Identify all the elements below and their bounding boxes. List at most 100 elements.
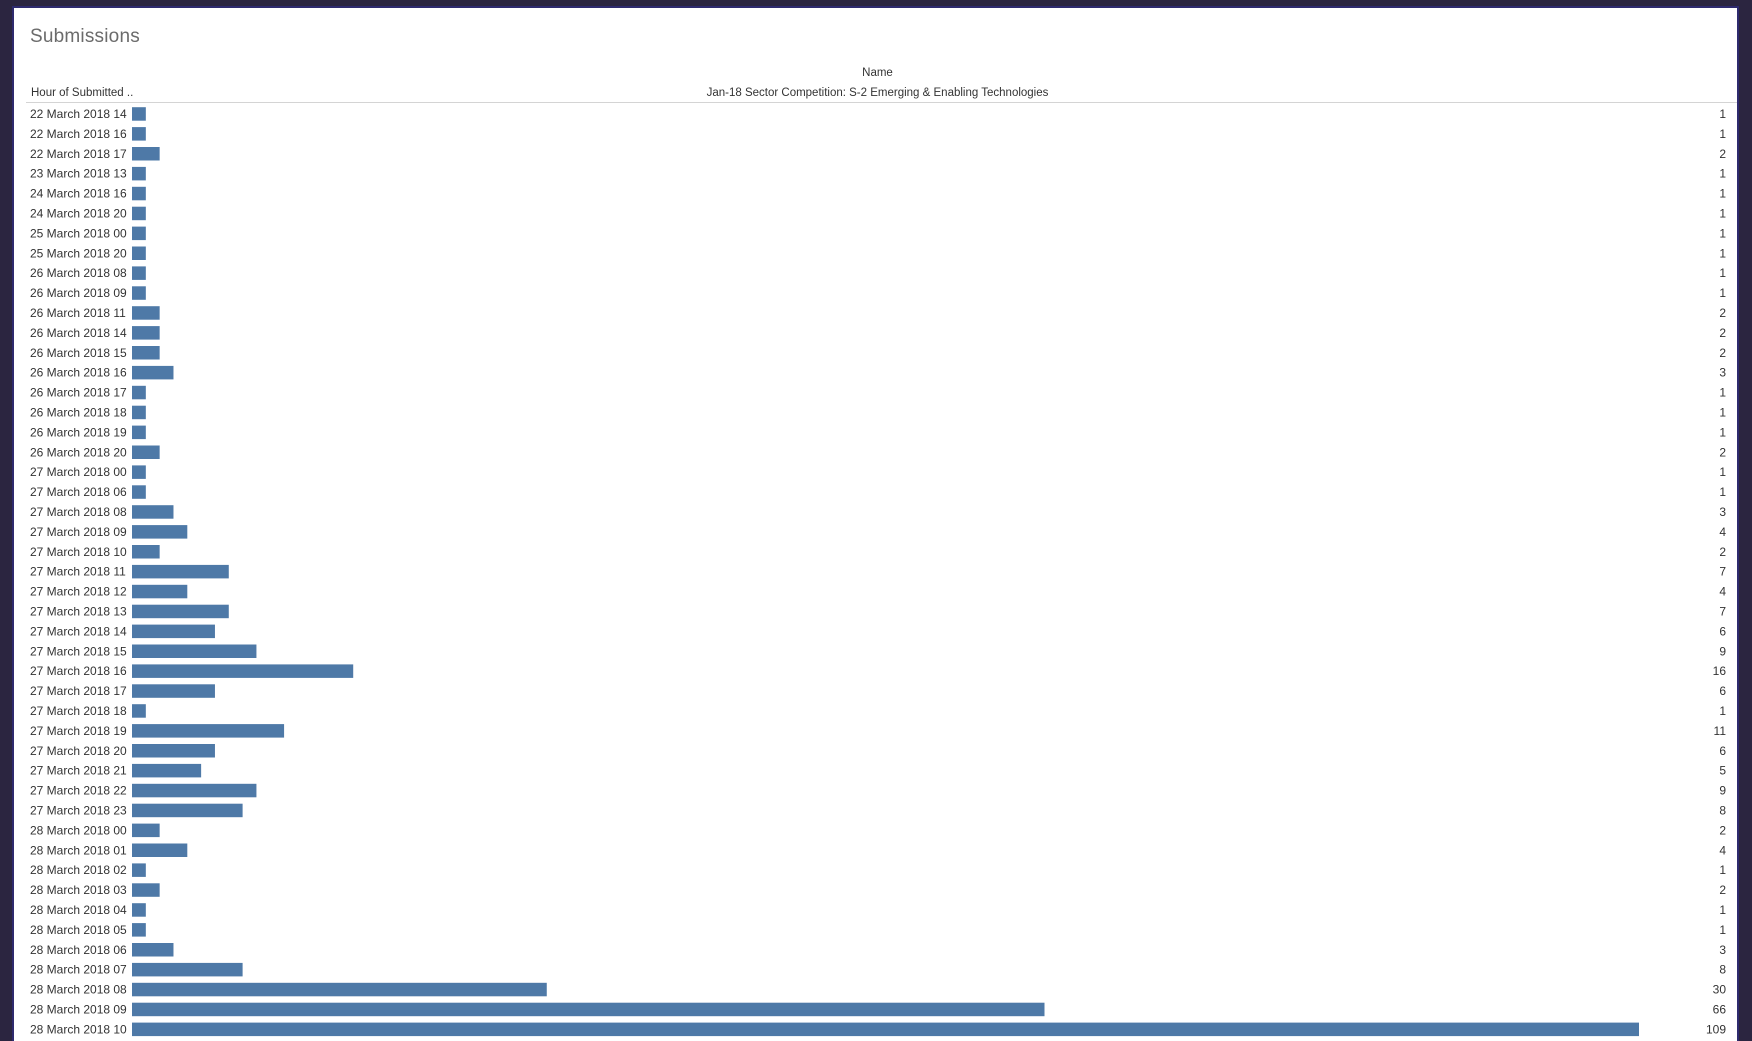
bar[interactable] xyxy=(132,346,160,360)
value-label: 1 xyxy=(1719,266,1726,280)
value-label: 3 xyxy=(1719,505,1726,519)
value-label: 1 xyxy=(1719,187,1726,201)
bar[interactable] xyxy=(132,266,146,280)
row-label: 24 March 2018 16 xyxy=(30,187,127,201)
bar[interactable] xyxy=(132,385,146,400)
value-label: 1 xyxy=(1719,127,1726,141)
bar[interactable] xyxy=(132,505,174,519)
bar[interactable] xyxy=(132,246,146,261)
bar[interactable] xyxy=(132,545,160,559)
column-header-value: Jan-18 Sector Competition: S-2 Emerging … xyxy=(706,87,1049,99)
bar[interactable] xyxy=(132,903,146,917)
bar[interactable] xyxy=(132,107,146,121)
value-label: 1 xyxy=(1719,405,1726,419)
bar[interactable] xyxy=(132,684,215,698)
bar[interactable] xyxy=(132,1002,1045,1017)
row-label: 27 March 2018 14 xyxy=(30,624,127,638)
value-label: 1 xyxy=(1719,386,1726,400)
bar[interactable] xyxy=(132,405,146,420)
bar[interactable] xyxy=(132,624,215,639)
value-label: 3 xyxy=(1719,943,1726,957)
bar[interactable] xyxy=(132,147,160,161)
value-label: 30 xyxy=(1713,983,1727,997)
row-label: 26 March 2018 08 xyxy=(30,266,127,280)
value-label: 1 xyxy=(1719,167,1726,181)
bar[interactable] xyxy=(132,584,188,599)
value-label: 2 xyxy=(1719,326,1726,340)
bar[interactable] xyxy=(132,982,547,997)
row-label: 27 March 2018 20 xyxy=(30,744,127,758)
row-label: 28 March 2018 03 xyxy=(30,883,127,897)
sheet-title: Submissions xyxy=(30,26,140,47)
row-label: 22 March 2018 17 xyxy=(30,147,127,161)
bar[interactable] xyxy=(132,724,285,738)
row-label: 27 March 2018 09 xyxy=(30,525,127,539)
row-label: 27 March 2018 00 xyxy=(30,465,127,479)
bar[interactable] xyxy=(132,127,146,141)
value-label: 2 xyxy=(1719,147,1726,161)
value-label: 4 xyxy=(1719,525,1726,539)
bar[interactable] xyxy=(132,803,243,818)
bar[interactable] xyxy=(132,843,188,858)
bar[interactable] xyxy=(132,485,146,499)
row-label: 26 March 2018 11 xyxy=(30,306,126,320)
bar[interactable] xyxy=(132,644,257,659)
value-label: 8 xyxy=(1719,803,1726,817)
bar[interactable] xyxy=(132,883,160,897)
row-label: 22 March 2018 16 xyxy=(30,127,127,141)
header-divider xyxy=(26,102,1737,103)
bar[interactable] xyxy=(132,1022,1639,1037)
value-label: 2 xyxy=(1719,346,1726,360)
bar[interactable] xyxy=(132,365,174,380)
bar[interactable] xyxy=(132,286,146,300)
row-label: 27 March 2018 13 xyxy=(30,604,127,618)
row-label: 27 March 2018 10 xyxy=(30,545,127,559)
value-label: 1 xyxy=(1719,704,1726,718)
bar[interactable] xyxy=(132,326,160,340)
bar[interactable] xyxy=(132,166,146,181)
value-label: 7 xyxy=(1719,565,1726,579)
bar[interactable] xyxy=(132,525,188,539)
bar[interactable] xyxy=(132,783,257,798)
bar[interactable] xyxy=(132,306,160,320)
value-label: 109 xyxy=(1706,1022,1726,1036)
dashboard-frame: Submissions Name Jan-18 Sector Competiti… xyxy=(12,6,1739,1041)
row-label: 27 March 2018 11 xyxy=(30,565,126,579)
bar[interactable] xyxy=(132,226,146,241)
bar[interactable] xyxy=(132,923,146,937)
value-label: 9 xyxy=(1719,784,1726,798)
value-label: 1 xyxy=(1719,246,1726,260)
bar[interactable] xyxy=(132,744,215,758)
bar[interactable] xyxy=(132,943,174,957)
bar[interactable] xyxy=(132,863,146,877)
row-label: 28 March 2018 09 xyxy=(30,1002,127,1016)
bar[interactable] xyxy=(132,962,243,977)
value-label: 8 xyxy=(1719,963,1726,977)
bar[interactable] xyxy=(132,206,146,221)
value-label: 11 xyxy=(1714,724,1727,738)
value-label: 1 xyxy=(1719,903,1726,917)
row-label: 28 March 2018 05 xyxy=(30,923,127,937)
value-label: 16 xyxy=(1713,664,1727,678)
row-label: 27 March 2018 15 xyxy=(30,644,127,658)
row-label: 22 March 2018 14 xyxy=(30,107,127,121)
bar[interactable] xyxy=(132,465,146,479)
value-label: 2 xyxy=(1719,883,1726,897)
value-label: 1 xyxy=(1719,226,1726,240)
bar[interactable] xyxy=(132,763,202,778)
row-label: 23 March 2018 13 xyxy=(30,167,127,181)
row-header-hour-of-submitted[interactable]: Hour of Submitted .. xyxy=(31,87,134,99)
row-label: 26 March 2018 19 xyxy=(30,425,127,439)
bar[interactable] xyxy=(132,564,229,579)
bar[interactable] xyxy=(132,425,146,440)
row-label: 27 March 2018 06 xyxy=(30,485,127,499)
bar[interactable] xyxy=(132,823,160,838)
bar[interactable] xyxy=(132,664,354,678)
bar[interactable] xyxy=(132,186,146,201)
bar[interactable] xyxy=(132,704,146,718)
value-label: 2 xyxy=(1719,306,1726,320)
bar[interactable] xyxy=(132,445,160,460)
value-label: 2 xyxy=(1719,823,1726,837)
bar[interactable] xyxy=(132,604,229,619)
value-label: 5 xyxy=(1719,764,1726,778)
